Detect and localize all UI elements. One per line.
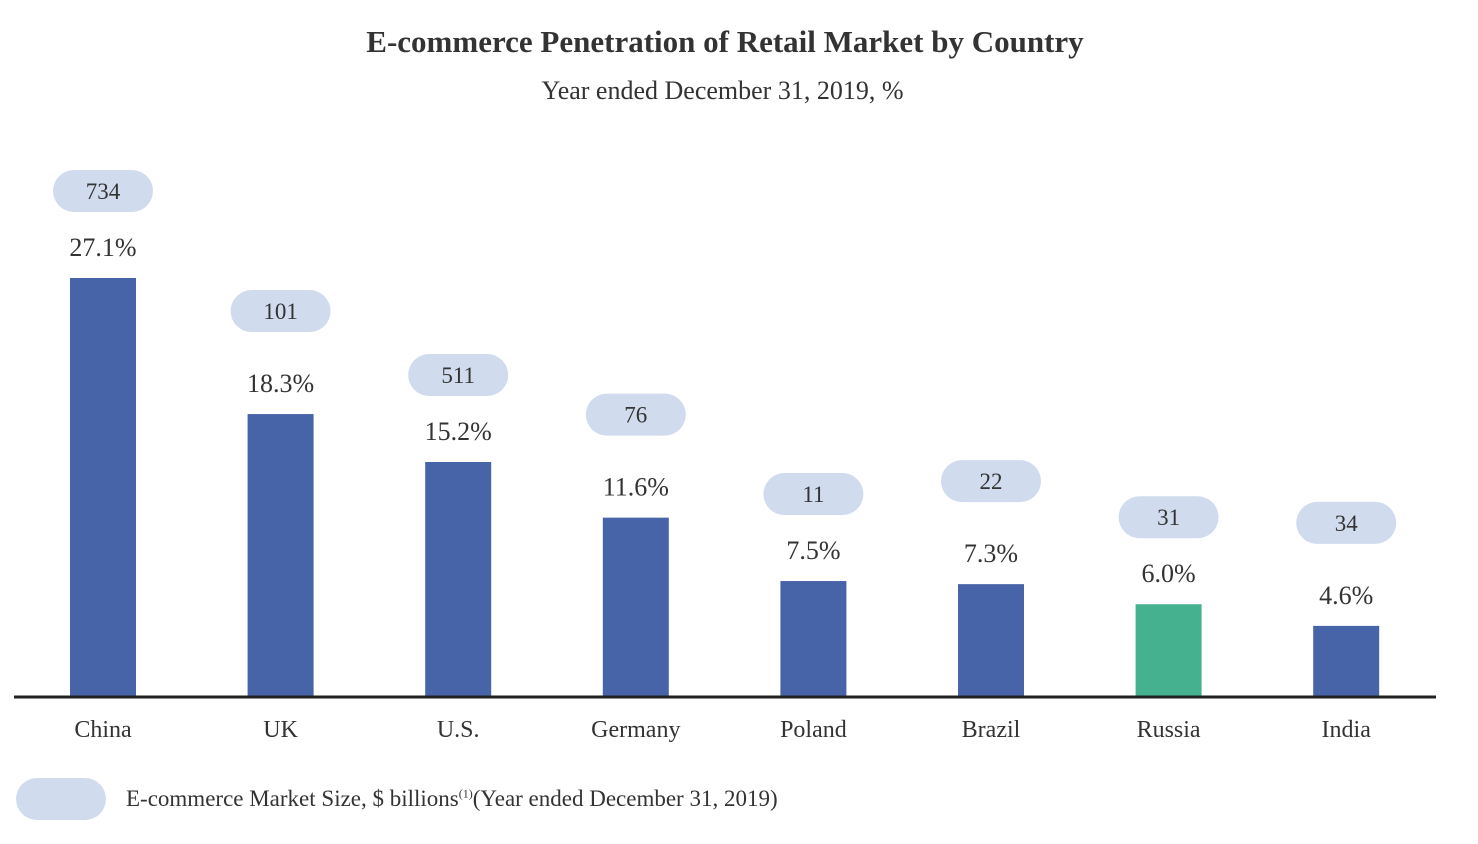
value-label: 15.2% <box>425 417 492 446</box>
bar-russia <box>1135 604 1202 697</box>
chart-title: E-commerce Penetration of Retail Market … <box>366 24 1084 59</box>
chart-subtitle: Year ended December 31, 2019, % <box>541 76 904 105</box>
market-size-label: 511 <box>441 363 475 388</box>
value-label: 7.5% <box>786 536 840 565</box>
legend-footnote: (1) <box>458 786 473 801</box>
legend-suffix: (Year ended December 31, 2019) <box>472 786 778 811</box>
market-size-bubble <box>585 393 686 436</box>
bar-us <box>425 461 492 697</box>
market-size-bubble <box>941 460 1041 503</box>
legend-label: E-commerce Market Size, $ billions(1)(Ye… <box>126 786 778 812</box>
legend-swatch-market-size <box>16 778 106 820</box>
x-tick-label: China <box>74 717 132 743</box>
market-size-label: 734 <box>86 179 121 204</box>
legend-label-text: E-commerce Market Size, $ billions <box>126 786 459 811</box>
value-label: 11.6% <box>603 473 669 502</box>
x-tick-label: India <box>1322 717 1372 743</box>
market-size-bubble <box>1118 496 1219 539</box>
x-tick-label: Poland <box>780 717 847 743</box>
bar-germany <box>602 517 669 697</box>
market-size-bubble <box>53 170 153 212</box>
bar-brazil <box>958 584 1024 697</box>
bar-china <box>70 278 136 697</box>
value-label: 4.6% <box>1319 581 1373 610</box>
market-size-bubble <box>1296 501 1397 544</box>
market-size-label: 76 <box>624 403 647 428</box>
market-size-label: 31 <box>1157 505 1180 530</box>
x-tick-label: U.S. <box>437 717 480 743</box>
market-size-label: 11 <box>802 482 824 507</box>
bar-poland <box>780 581 847 697</box>
x-tick-label: Brazil <box>962 717 1021 743</box>
market-size-label: 22 <box>980 469 1003 494</box>
x-tick-label: Russia <box>1137 717 1201 743</box>
bar-india <box>1313 625 1380 697</box>
value-label: 6.0% <box>1142 559 1196 588</box>
market-size-bubble <box>230 290 331 333</box>
value-label: 18.3% <box>247 369 314 398</box>
market-size-bubble <box>408 353 509 396</box>
market-size-label: 101 <box>263 299 298 324</box>
x-tick-label: Germany <box>591 717 680 743</box>
x-tick-label: UK <box>263 717 298 743</box>
market-size-bubble <box>763 473 864 516</box>
value-label: 7.3% <box>964 539 1018 568</box>
bar-uk <box>247 414 314 697</box>
legend: E-commerce Market Size, $ billions(1)(Ye… <box>16 778 778 820</box>
value-label: 27.1% <box>69 233 136 262</box>
market-size-label: 34 <box>1335 511 1359 536</box>
